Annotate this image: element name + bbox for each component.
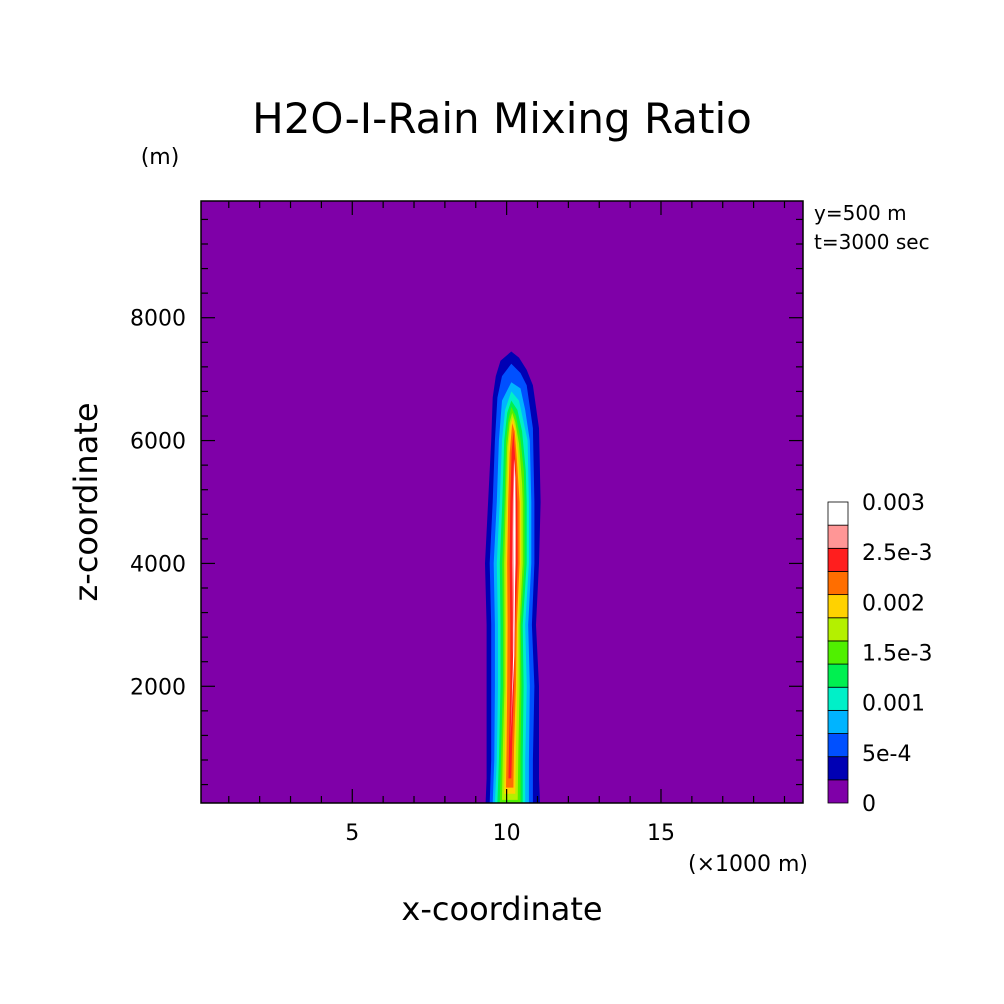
x-tick-label: 15 — [647, 821, 675, 846]
colorbar-label: 2.5e-3 — [862, 541, 932, 566]
plot-area — [201, 201, 803, 803]
colorbar-swatch-7 — [827, 617, 849, 642]
x-axis-label: x-coordinate — [401, 890, 602, 928]
colorbar-swatch-0 — [827, 779, 849, 804]
y-tick-label: 8000 — [130, 307, 186, 332]
colorbar-label: 0 — [862, 792, 876, 817]
colorbar-label: 0.002 — [862, 591, 925, 616]
y-tick-label: 2000 — [130, 675, 186, 700]
colorbar-label: 1.5e-3 — [862, 642, 932, 667]
colorbar-swatch-11 — [827, 524, 849, 549]
colorbar-swatch-8 — [827, 594, 849, 619]
colorbar-swatch-2 — [827, 733, 849, 758]
y-tick-label: 6000 — [130, 430, 186, 455]
colorbar-label: 0.003 — [862, 491, 925, 516]
colorbar-swatch-9 — [827, 571, 849, 596]
chart-title: H2O-I-Rain Mixing Ratio — [252, 94, 752, 143]
y-axis-label: z-coordinate — [67, 402, 105, 601]
x-tick-label: 10 — [493, 821, 521, 846]
annotation-time: t=3000 sec — [814, 230, 930, 254]
annotation-y-slice: y=500 m — [814, 201, 907, 225]
colorbar: 0 5e-4 0.001 1.5e-3 0.002 2.5e-3 0.003 — [827, 491, 932, 817]
colorbar-swatch-5 — [827, 663, 849, 688]
y-tick-label: 4000 — [130, 552, 186, 577]
colorbar-label: 5e-4 — [862, 742, 911, 767]
contour-band-11 — [512, 459, 516, 705]
colorbar-swatch-4 — [827, 686, 849, 711]
colorbar-swatch-6 — [827, 640, 849, 665]
plot-frame — [200, 200, 804, 804]
x-axis-unit: (×1000 m) — [688, 852, 808, 877]
axis-ticks: 5 10 15 2000 4000 6000 8000 — [130, 201, 803, 846]
x-tick-label: 5 — [345, 821, 359, 846]
colorbar-swatch-12 — [827, 501, 849, 526]
y-axis-unit: (m) — [141, 145, 180, 170]
colorbar-swatch-1 — [827, 756, 849, 781]
colorbar-swatch-10 — [827, 547, 849, 572]
colorbar-swatch-3 — [827, 709, 849, 734]
colorbar-label: 0.001 — [862, 692, 925, 717]
